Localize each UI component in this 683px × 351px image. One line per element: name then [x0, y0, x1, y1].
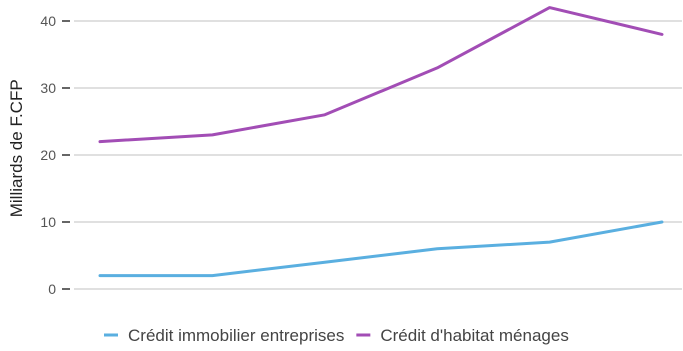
- legend-label-1: Crédit immobilier entreprises: [128, 326, 344, 345]
- y-axis-title: Milliards de F.CFP: [7, 79, 26, 217]
- legend-label-2: Crédit d'habitat ménages: [380, 326, 568, 345]
- legend: Crédit immobilier entreprises Crédit d'ha…: [104, 326, 569, 345]
- y-tick-label: 10: [40, 214, 56, 230]
- series-line-1: [98, 220, 664, 278]
- y-axis-ticks: 0 10 20 30 40: [40, 13, 70, 297]
- series-lines: [98, 6, 664, 278]
- series-line-2: [98, 6, 664, 144]
- gridlines: [74, 20, 682, 290]
- y-tick-label: 30: [40, 80, 56, 96]
- y-tick-label: 0: [48, 281, 56, 297]
- y-tick-label: 20: [40, 147, 56, 163]
- y-tick-label: 40: [40, 13, 56, 29]
